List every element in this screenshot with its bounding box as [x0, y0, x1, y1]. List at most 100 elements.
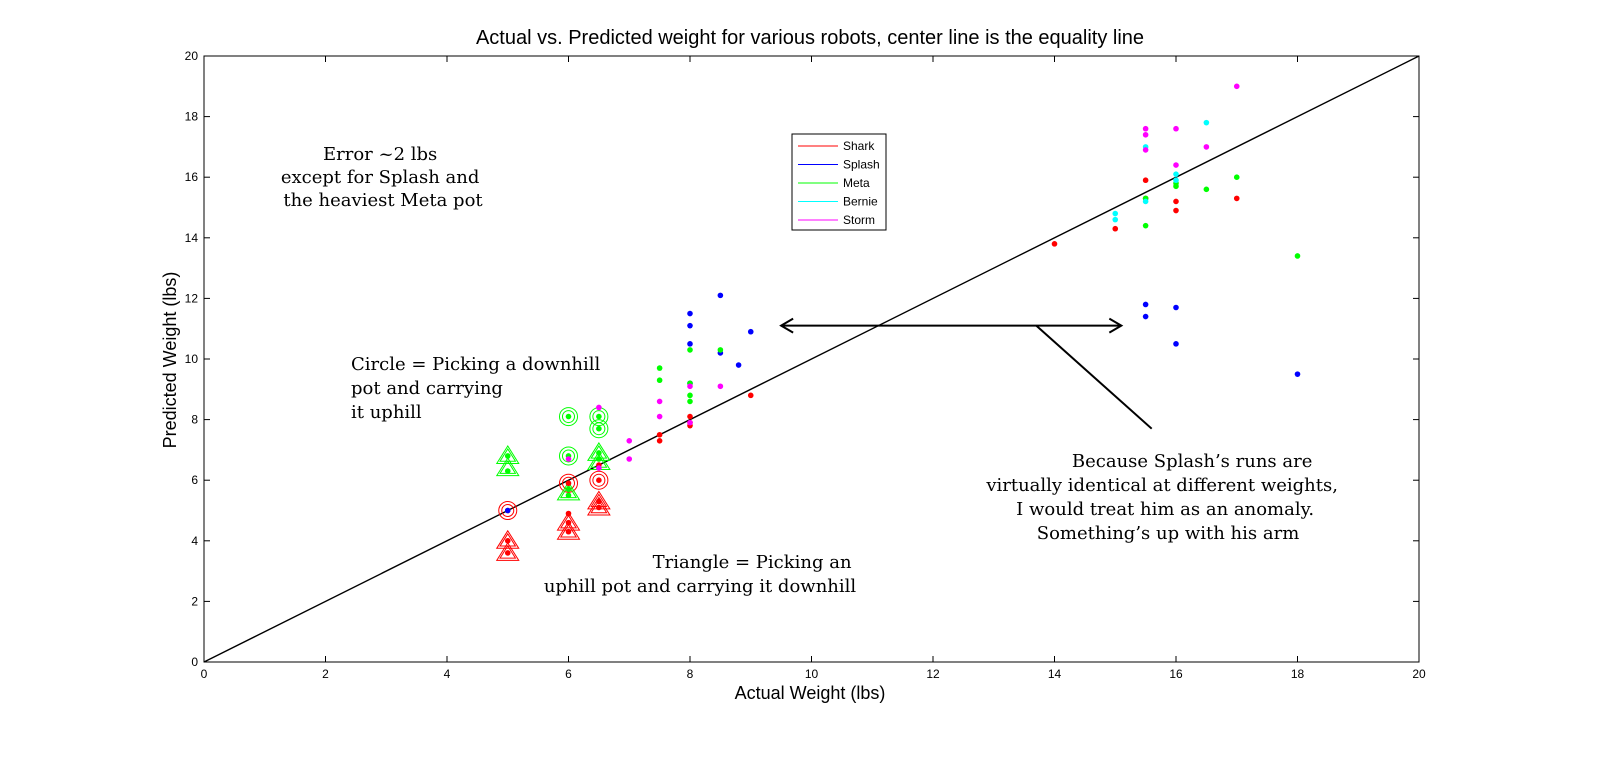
- data-point-shark: [1142, 177, 1149, 184]
- circle-marker-inner: [562, 410, 575, 424]
- y-tick-label: 14: [185, 231, 199, 245]
- data-point-storm: [626, 438, 633, 444]
- data-point-shark: [747, 392, 754, 399]
- y-tick-label: 4: [191, 534, 198, 548]
- triangle-marker-inner: [559, 514, 578, 529]
- data-point-storm: [717, 383, 724, 390]
- data-point-splash: [1173, 341, 1179, 347]
- data-point-shark: [1233, 195, 1240, 202]
- legend-label: Storm: [843, 213, 875, 227]
- triangle-note-line: Triangle = Picking an: [653, 552, 852, 573]
- x-tick-label: 18: [1291, 667, 1305, 681]
- y-tick-label: 20: [185, 49, 199, 63]
- splash-note: Because Splash’s runs are virtually iden…: [985, 451, 1343, 544]
- circle-note-line: Circle = Picking a downhill: [351, 354, 601, 375]
- legend-label: Meta: [843, 176, 870, 190]
- legend-label: Splash: [843, 158, 880, 172]
- splash-note-line: virtually identical at different weights…: [985, 475, 1338, 496]
- data-point-meta: [504, 453, 511, 459]
- triangle-marker-inner: [499, 544, 517, 559]
- legend: Shark Splash Meta Bernie Storm: [791, 133, 887, 231]
- data-point-splash: [717, 292, 724, 299]
- reference-line-layer: [203, 55, 1420, 663]
- point-layer: [504, 83, 1301, 556]
- y-tick-label: 18: [185, 110, 199, 124]
- circle-note: Circle = Picking a downhill pot and carr…: [351, 354, 606, 423]
- circle-marker-inner: [592, 422, 606, 436]
- data-point-storm: [656, 398, 663, 405]
- data-point-splash: [1142, 313, 1149, 320]
- triangle-note: Triangle = Picking an uphill pot and car…: [544, 552, 857, 597]
- data-point-splash: [687, 322, 693, 329]
- splash-note-line: I would treat him as an anomaly.: [1016, 499, 1314, 520]
- equality-line: [203, 55, 1420, 663]
- data-point-storm: [687, 383, 693, 390]
- error-note-line: except for Splash and: [281, 167, 480, 188]
- data-point-meta: [656, 365, 663, 371]
- x-tick-label: 8: [687, 667, 694, 681]
- chart-title: Actual vs. Predicted weight for various …: [476, 27, 1144, 49]
- data-point-meta: [1142, 222, 1149, 229]
- y-axis-label: Predicted Weight (lbs): [160, 272, 180, 449]
- x-tick-label: 10: [805, 667, 819, 681]
- triangle-marker-outer: [495, 457, 520, 477]
- splash-note-line: Because Splash’s runs are: [1072, 451, 1313, 472]
- error-note-line: the heaviest Meta pot: [283, 190, 483, 211]
- data-point-bernie: [1142, 198, 1149, 205]
- y-tick-label: 0: [191, 655, 198, 669]
- data-point-bernie: [1173, 177, 1179, 184]
- y-tick-label: 16: [185, 170, 199, 184]
- data-point-splash: [1173, 304, 1179, 311]
- data-point-meta: [1203, 186, 1210, 193]
- x-tick-label: 0: [201, 667, 208, 681]
- double-arrow-right-head: [1108, 317, 1124, 334]
- data-point-bernie: [1112, 216, 1119, 223]
- data-point-meta: [717, 347, 724, 353]
- y-tick-label: 6: [191, 473, 198, 487]
- x-tick-label: 2: [322, 667, 329, 681]
- circle-note-line: it uphill: [351, 402, 422, 423]
- y-tick-label: 10: [185, 352, 199, 366]
- data-point-storm: [626, 456, 633, 462]
- data-point-storm: [565, 456, 572, 462]
- triangle-marker-outer: [495, 529, 520, 549]
- x-axis-label: Actual Weight (lbs): [735, 683, 886, 703]
- data-point-meta: [565, 413, 572, 420]
- legend-box: [791, 133, 887, 231]
- triangle-marker-outer: [495, 445, 520, 464]
- circle-marker-inner: [562, 449, 575, 463]
- error-note-line: Error ~2 lbs: [323, 144, 437, 165]
- splash-note-line: Something’s up with his arm: [1037, 523, 1300, 544]
- y-tick-label: 2: [191, 594, 198, 608]
- data-point-storm: [1233, 83, 1240, 90]
- data-point-meta: [1173, 183, 1179, 190]
- triangle-note-line: uphill pot and carrying it downhill: [544, 576, 857, 597]
- data-point-storm: [656, 413, 663, 420]
- data-point-shark: [687, 413, 693, 420]
- data-point-meta: [687, 347, 693, 353]
- data-point-splash: [1142, 301, 1149, 308]
- data-point-storm: [596, 404, 602, 411]
- circle-marker-outer: [589, 419, 609, 439]
- data-point-shark: [504, 538, 511, 544]
- data-point-shark: [565, 528, 572, 535]
- triangle-marker-outer: [495, 541, 520, 561]
- data-point-shark: [1173, 198, 1179, 205]
- data-point-shark: [565, 510, 572, 517]
- data-point-meta: [504, 468, 511, 474]
- data-point-shark: [565, 519, 572, 526]
- tick-layer: 0 2 4 6 8 10 12 14 16 18 20 0 2 4 6 8 10 12 14 16 18 20: [185, 49, 1426, 681]
- data-point-storm: [1173, 162, 1179, 168]
- data-point-meta: [596, 450, 602, 456]
- data-point-shark: [656, 438, 663, 444]
- data-point-bernie: [1173, 171, 1179, 177]
- data-point-shark: [1173, 207, 1179, 214]
- data-point-splash: [1294, 371, 1301, 377]
- data-point-meta: [596, 456, 602, 462]
- triangle-marker-inner: [559, 523, 578, 538]
- data-point-meta: [596, 425, 602, 432]
- data-point-shark: [596, 504, 602, 511]
- data-point-splash: [747, 328, 754, 335]
- data-point-storm: [1173, 125, 1179, 132]
